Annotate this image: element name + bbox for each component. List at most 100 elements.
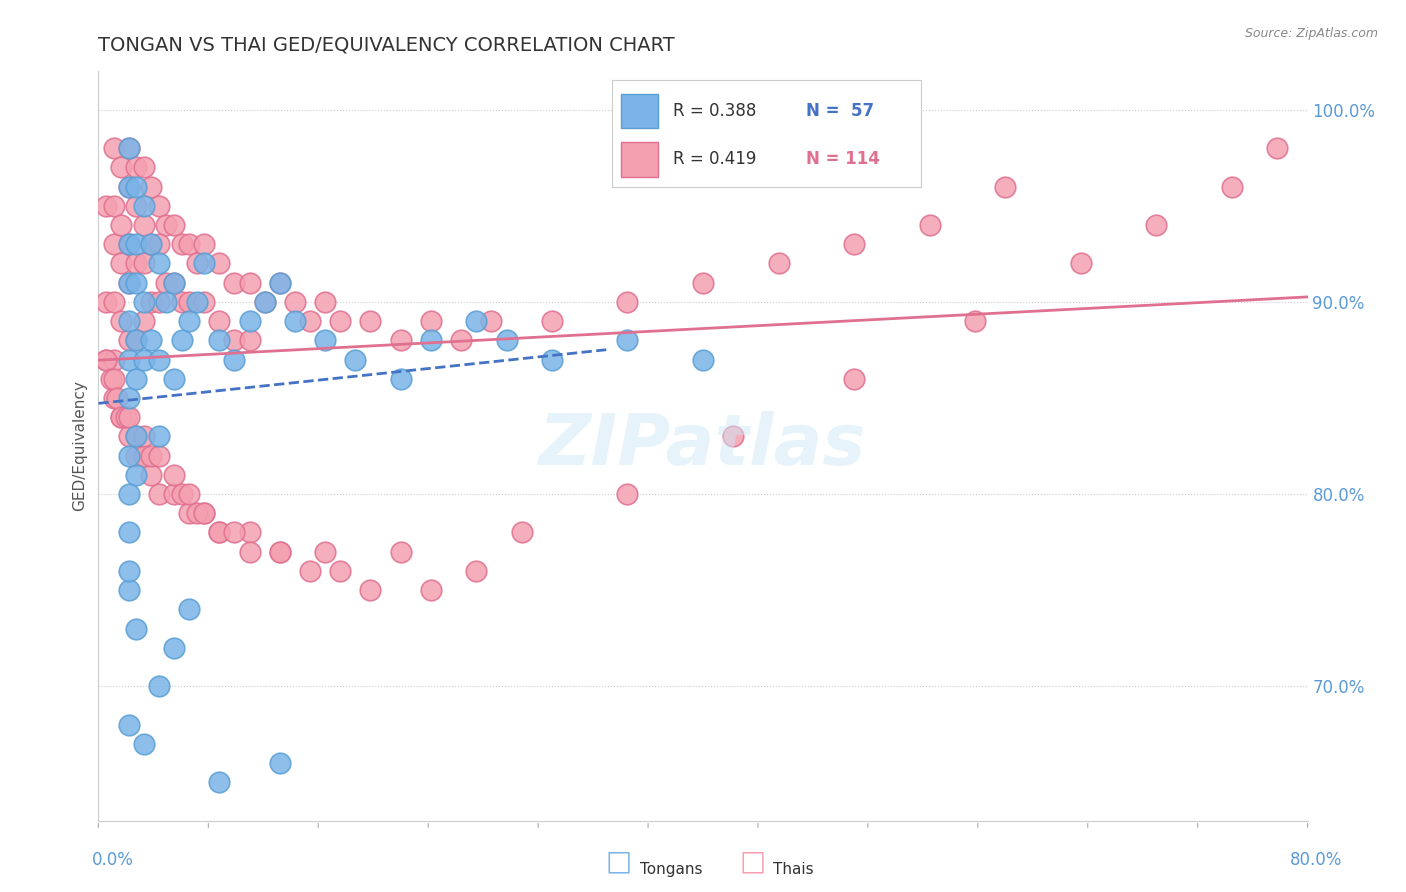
- Tongans: [118, 583, 141, 598]
- Tongans: [132, 737, 155, 751]
- Thais: [269, 544, 291, 558]
- Text: Source: ZipAtlas.com: Source: ZipAtlas.com: [1244, 27, 1378, 40]
- Tongans: [344, 352, 367, 367]
- Tongans: [141, 334, 163, 348]
- Thais: [239, 525, 262, 540]
- Thais: [110, 218, 132, 232]
- Tongans: [148, 352, 170, 367]
- Tongans: [284, 314, 307, 328]
- Thais: [103, 294, 125, 309]
- Tongans: [253, 294, 276, 309]
- Tongans: [118, 179, 141, 194]
- Thais: [186, 506, 208, 520]
- Thais: [269, 276, 291, 290]
- Tongans: [170, 334, 193, 348]
- Tongans: [118, 314, 141, 328]
- Thais: [141, 294, 163, 309]
- Thais: [114, 410, 136, 425]
- Thais: [103, 237, 125, 252]
- Thais: [510, 525, 533, 540]
- Thais: [193, 294, 215, 309]
- Text: Tongans: Tongans: [640, 863, 702, 877]
- Tongans: [132, 352, 155, 367]
- Tongans: [420, 334, 443, 348]
- Text: N =  57: N = 57: [807, 103, 875, 120]
- Text: R = 0.419: R = 0.419: [673, 151, 756, 169]
- Thais: [179, 506, 201, 520]
- Tongans: [118, 276, 141, 290]
- Thais: [420, 583, 443, 598]
- Thais: [208, 314, 231, 328]
- Tongans: [163, 372, 186, 386]
- Thais: [163, 487, 186, 501]
- Thais: [132, 314, 155, 328]
- Text: 80.0%: 80.0%: [1291, 851, 1343, 869]
- FancyBboxPatch shape: [621, 143, 658, 177]
- Tongans: [163, 640, 186, 655]
- Tongans: [389, 372, 412, 386]
- Thais: [132, 449, 155, 463]
- Thais: [208, 525, 231, 540]
- Thais: [299, 564, 322, 578]
- Thais: [110, 410, 132, 425]
- Thais: [125, 199, 148, 213]
- Tongans: [125, 179, 148, 194]
- Thais: [141, 467, 163, 482]
- Thais: [103, 141, 125, 155]
- Tongans: [125, 334, 148, 348]
- Thais: [193, 506, 215, 520]
- Thais: [103, 372, 125, 386]
- Thais: [170, 237, 193, 252]
- Thais: [224, 525, 246, 540]
- Thais: [360, 583, 382, 598]
- Tongans: [118, 352, 141, 367]
- Thais: [450, 334, 472, 348]
- Tongans: [118, 141, 141, 155]
- Text: □: □: [740, 847, 765, 876]
- Thais: [170, 487, 193, 501]
- Tongans: [163, 276, 186, 290]
- Thais: [125, 429, 148, 443]
- Thais: [103, 352, 125, 367]
- Thais: [125, 449, 148, 463]
- Thais: [132, 256, 155, 270]
- Thais: [844, 372, 866, 386]
- Thais: [125, 256, 148, 270]
- Tongans: [224, 352, 246, 367]
- Thais: [420, 314, 443, 328]
- Tongans: [540, 352, 562, 367]
- Thais: [179, 237, 201, 252]
- Thais: [118, 276, 141, 290]
- Text: Thais: Thais: [773, 863, 814, 877]
- Tongans: [148, 429, 170, 443]
- Thais: [163, 276, 186, 290]
- Thais: [239, 276, 262, 290]
- Tongans: [118, 525, 141, 540]
- Thais: [314, 294, 336, 309]
- Tongans: [179, 314, 201, 328]
- Thais: [110, 256, 132, 270]
- Tongans: [193, 256, 215, 270]
- Tongans: [132, 199, 155, 213]
- Tongans: [269, 276, 291, 290]
- Thais: [103, 199, 125, 213]
- Thais: [994, 179, 1017, 194]
- Tongans: [141, 237, 163, 252]
- Thais: [100, 372, 122, 386]
- FancyBboxPatch shape: [621, 95, 658, 128]
- Thais: [155, 218, 177, 232]
- Thais: [132, 429, 155, 443]
- Thais: [148, 199, 170, 213]
- Text: N = 114: N = 114: [807, 151, 880, 169]
- Thais: [224, 276, 246, 290]
- Tongans: [125, 237, 148, 252]
- Thais: [329, 564, 352, 578]
- Tongans: [269, 756, 291, 770]
- Thais: [1267, 141, 1289, 155]
- Tongans: [125, 372, 148, 386]
- Thais: [224, 334, 246, 348]
- Thais: [723, 429, 745, 443]
- Thais: [239, 544, 262, 558]
- Thais: [208, 256, 231, 270]
- Tongans: [186, 294, 208, 309]
